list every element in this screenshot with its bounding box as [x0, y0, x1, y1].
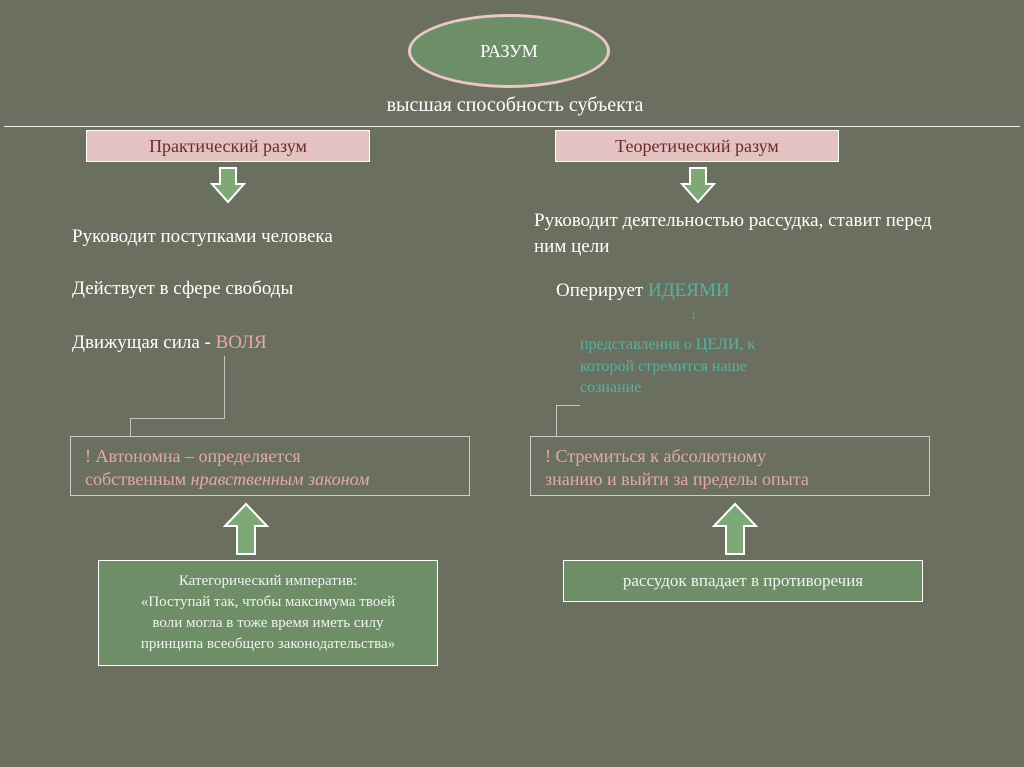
- left-header: Практический разум: [86, 130, 370, 162]
- right-sub-c: сознание: [580, 377, 755, 399]
- small-down-arrow-icon: ↓: [690, 308, 697, 324]
- right-header: Теоретический разум: [555, 130, 839, 162]
- right-sub-b: которой стремится наше: [580, 356, 755, 378]
- green-left-l3: воли могла в тоже время иметь силу: [115, 613, 421, 634]
- left-line3: Движущая сила - ВОЛЯ: [72, 332, 267, 354]
- right-line2b: ИДЕЯМИ: [648, 280, 730, 301]
- left-boxed-note: ! Автономна – определяется собственным н…: [70, 436, 470, 496]
- left-line2-text: Действует в сфере свободы: [72, 278, 293, 299]
- right-box-l2: знанию и выйти за пределы опыта: [545, 468, 915, 491]
- green-left-l4: принципа всеобщего законодательства»: [115, 634, 421, 655]
- green-left-l2: «Поступай так, чтобы максимума твоей: [115, 592, 421, 613]
- right-sub-a: представления о: [580, 336, 696, 353]
- divider-line: [4, 126, 1020, 127]
- subtitle: высшая способность субъекта: [300, 94, 730, 117]
- top-ellipse-label: РАЗУМ: [480, 41, 538, 62]
- arrow-up-icon: [223, 502, 269, 558]
- left-header-text: Практический разум: [149, 136, 307, 157]
- right-box-l1: ! Стремиться к абсолютному: [545, 445, 915, 468]
- green-left-box: Категорический императив: «Поступай так,…: [98, 560, 438, 666]
- right-header-text: Теоретический разум: [615, 136, 779, 157]
- arrow-down-icon: [210, 166, 246, 206]
- connector-line: [130, 418, 131, 436]
- right-sub-a2: ЦЕЛИ: [696, 336, 740, 353]
- left-box-l1: ! Автономна – определяется: [85, 445, 455, 468]
- subtitle-text: высшая способность субъекта: [387, 94, 644, 116]
- green-left-l1: Категорический императив:: [115, 571, 421, 592]
- right-sub: представления о ЦЕЛИ, к которой стремитс…: [580, 334, 755, 399]
- left-line3a: Движущая сила -: [72, 332, 216, 353]
- right-line2: Оперирует ИДЕЯМИ: [556, 280, 730, 302]
- left-box-l2b: нравственным законом: [191, 469, 370, 489]
- left-line2: Действует в сфере свободы: [72, 278, 293, 300]
- left-line1: Руководит поступками человека: [72, 226, 333, 248]
- right-line2a: Оперирует: [556, 280, 648, 301]
- left-line3b: ВОЛЯ: [216, 332, 267, 353]
- right-line1-text: Руководит деятельностью рассудка, ставит…: [534, 210, 932, 257]
- green-right-box: рассудок впадает в противоречия: [563, 560, 923, 602]
- connector-line: [224, 356, 225, 418]
- connector-line: [556, 405, 557, 436]
- connector-line: [130, 418, 225, 419]
- arrow-down-icon: [680, 166, 716, 206]
- connector-line: [556, 405, 580, 406]
- right-sub-a3: , к: [739, 336, 755, 353]
- top-ellipse: РАЗУМ: [408, 14, 610, 88]
- left-line1-text: Руководит поступками человека: [72, 226, 333, 247]
- arrow-up-icon: [712, 502, 758, 558]
- left-box-l2a: собственным: [85, 469, 191, 489]
- right-boxed-note: ! Стремиться к абсолютному знанию и выйт…: [530, 436, 930, 496]
- right-line1: Руководит деятельностью рассудка, ставит…: [534, 208, 934, 259]
- green-right-text: рассудок впадает в противоречия: [623, 571, 863, 590]
